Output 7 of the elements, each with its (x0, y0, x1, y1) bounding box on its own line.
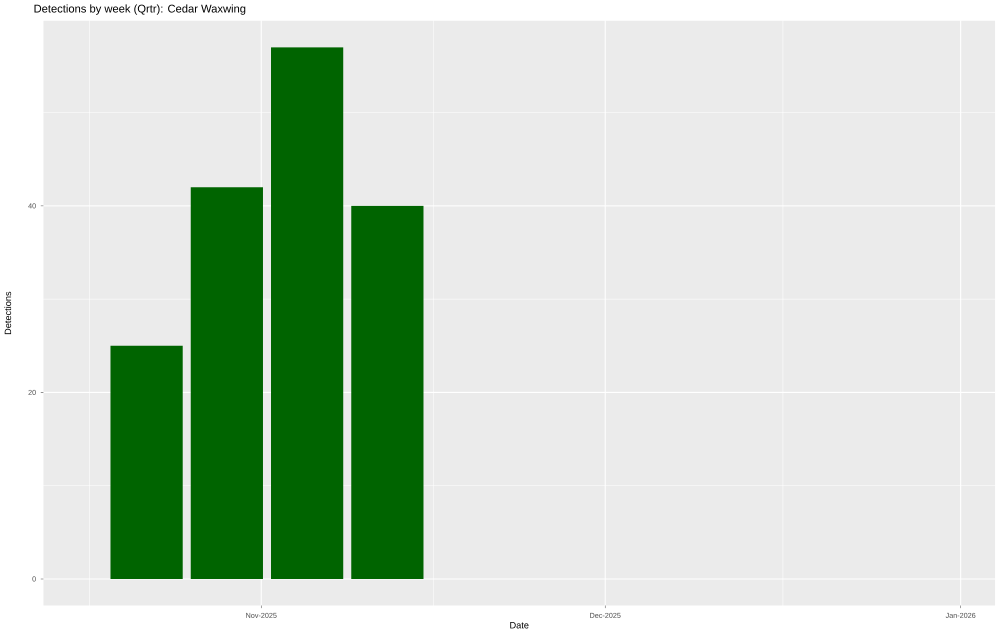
bar (190, 187, 263, 579)
bar (351, 206, 424, 579)
chart-title: Detections by week (Qrtr): Cedar Waxwing (34, 4, 246, 15)
y-axis-title: Detections (4, 292, 12, 334)
bar (110, 346, 183, 579)
x-axis-title: Date (510, 622, 529, 628)
bar (271, 47, 344, 579)
